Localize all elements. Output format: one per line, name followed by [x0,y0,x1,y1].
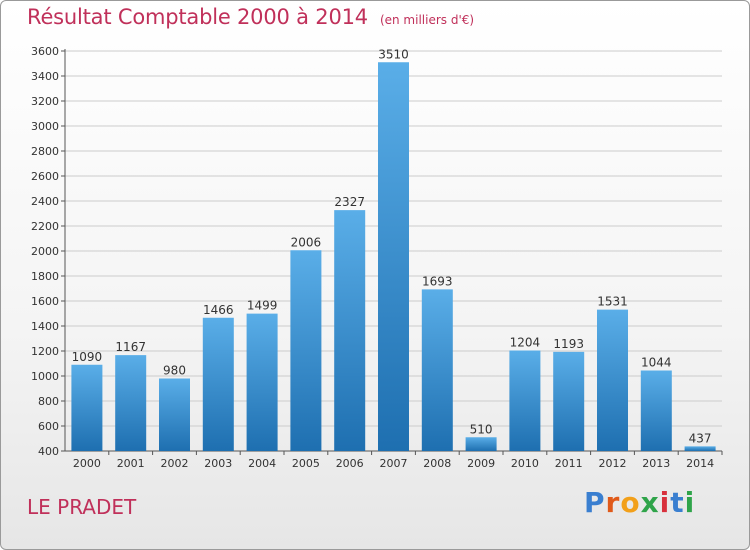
data-label: 1090 [72,350,103,364]
data-label: 510 [470,422,493,436]
x-tick-labels: 2000 2001 2002 2003 2004 2005 2006 2007 2008 2009… [73,451,723,470]
bar [202,317,234,451]
data-label: 1466 [203,303,234,317]
x-tick-label: 2012 [599,457,627,470]
bar [115,355,147,451]
bar [71,364,103,451]
x-tick-label: 2006 [336,457,364,470]
bar [509,350,541,451]
bar [684,446,716,451]
y-tick-label: 3600 [31,45,59,58]
y-tick-label: 400 [38,445,59,458]
x-tick-label: 2009 [467,457,495,470]
y-tick-label: 1600 [31,295,59,308]
y-tick-label: 3000 [31,120,59,133]
bar [597,309,628,451]
x-tick-label: 2004 [248,457,276,470]
bar [465,437,497,451]
data-label: 437 [689,431,712,445]
x-tick-label: 2007 [380,457,408,470]
bars [71,62,716,451]
data-label: 2327 [334,195,365,209]
commune-name: LE PRADET [27,495,137,519]
data-label: 1499 [247,299,278,313]
data-label: 2006 [291,235,322,249]
data-label: 1693 [422,274,453,288]
bar [553,351,585,451]
bar [246,313,278,451]
y-tick-label: 2600 [31,170,59,183]
y-tick-label: 3200 [31,95,59,108]
x-tick-label: 2013 [642,457,670,470]
bar [378,62,409,451]
x-tick-label: 2003 [204,457,232,470]
x-tick-label: 2001 [117,457,145,470]
x-tick-label: 2000 [73,457,101,470]
data-labels: 1090 1167 980 1466 1499 2006 2327 3510 1693 510 12… [72,47,712,445]
y-tick-label: 2800 [31,145,59,158]
proxiti-logo: Proxiti [584,486,696,519]
data-label: 1193 [553,337,584,351]
x-tick-label: 2005 [292,457,320,470]
bar [334,210,366,451]
data-label: 1204 [510,336,541,350]
data-label: 1167 [115,340,146,354]
chart-title-unit: (en milliers d'€) [379,13,475,27]
data-label: 1531 [597,295,628,309]
y-tick-label: 800 [38,395,59,408]
data-label: 3510 [378,47,409,61]
data-label: 980 [163,364,186,378]
x-tick-label: 2008 [423,457,451,470]
chart-title-main: Résultat Comptable 2000 à 2014 [27,5,368,29]
y-tick-label: 600 [38,420,59,433]
y-tick-label: 2200 [31,220,59,233]
x-tick-label: 2014 [686,457,714,470]
chart-title: Résultat Comptable 2000 à 2014 (en millie… [27,5,474,29]
y-tick-label: 2000 [31,245,59,258]
y-tick-label: 1400 [31,320,59,333]
bar [640,370,672,451]
y-tick-label: 1200 [31,345,59,358]
y-tick-labels: 400 600 800 1000 1200 1400 1600 1800 2000 2200 240… [31,45,59,458]
x-tick-label: 2010 [511,457,539,470]
y-tick-label: 3400 [31,70,59,83]
bar [421,289,453,451]
x-tick-label: 2011 [555,457,583,470]
y-tick-label: 2400 [31,195,59,208]
x-tick-label: 2002 [161,457,189,470]
bar [290,250,322,451]
y-tick-label: 1000 [31,370,59,383]
data-label: 1044 [641,356,672,370]
y-tick-label: 1800 [31,270,59,283]
bar [159,378,190,451]
